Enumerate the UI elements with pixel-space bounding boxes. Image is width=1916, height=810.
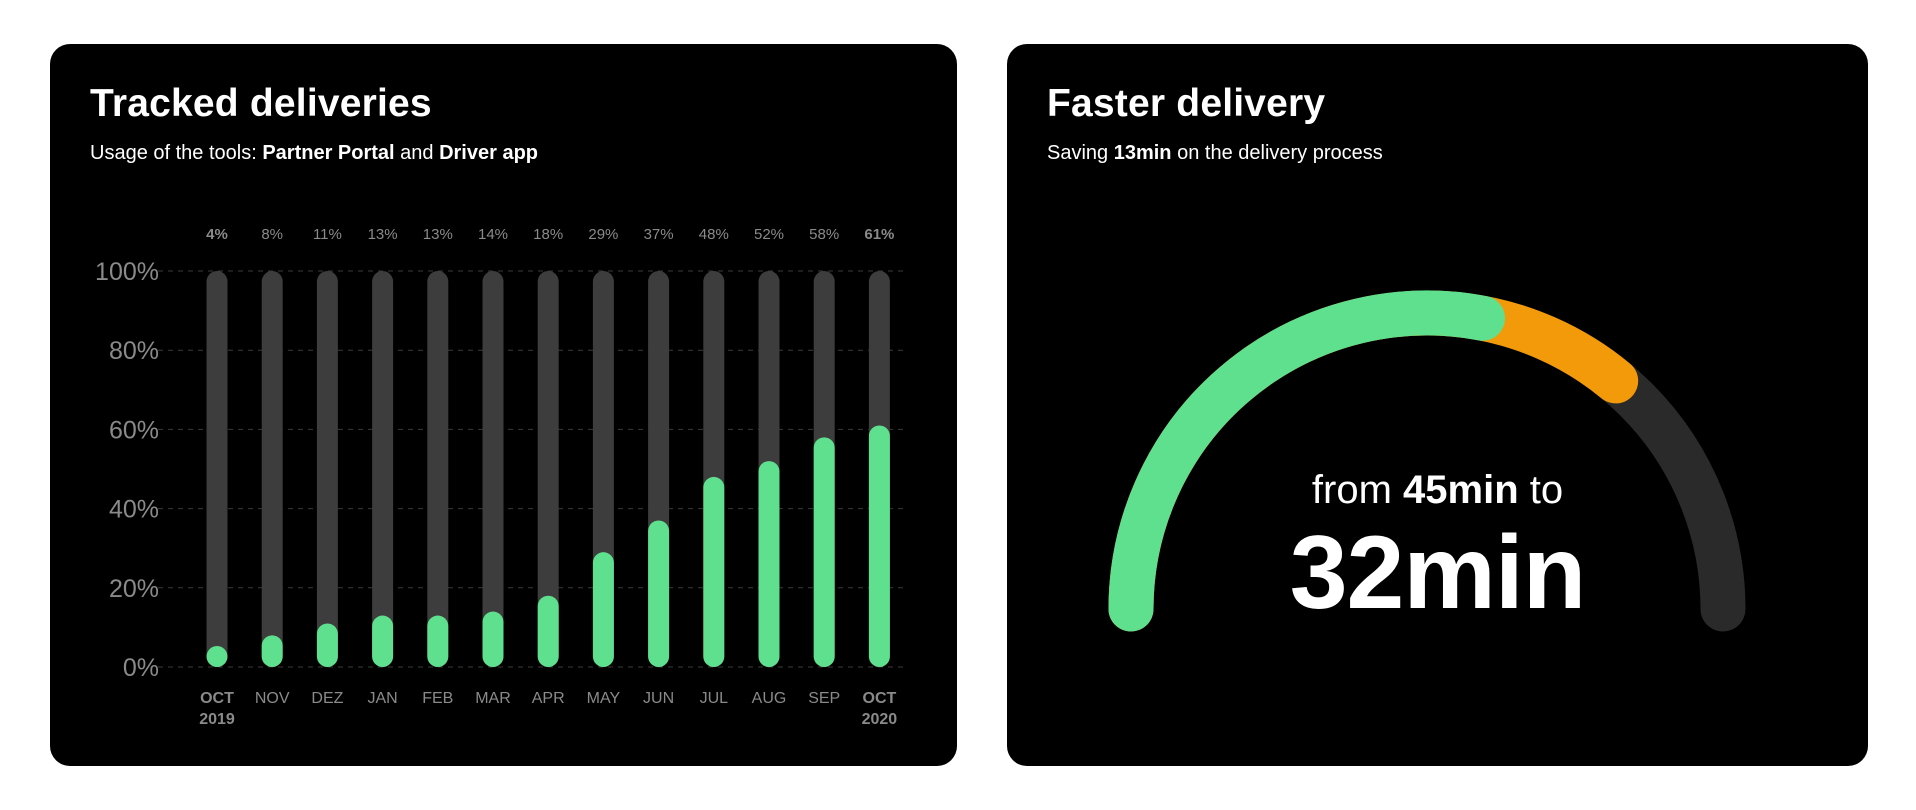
x-tick-label: AUG — [752, 690, 787, 707]
card-title: Faster delivery — [1047, 82, 1326, 125]
card-subtitle: Usage of the tools: Partner Portal and D… — [90, 142, 538, 165]
x-tick-label: DEZ — [311, 690, 343, 707]
card-title: Tracked deliveries — [90, 82, 432, 125]
bar — [427, 615, 449, 667]
tracked-deliveries-card: Tracked deliveries Usage of the tools: P… — [50, 44, 957, 766]
tracked-deliveries-bar-chart: 0% 20% 40% 60% 80% 100% 4% OCT 2019 8% NOV 11% DEZ 13… — [95, 226, 908, 728]
bar-track — [206, 271, 228, 667]
bar-track — [316, 271, 338, 667]
subtitle-suffix: on the delivery process — [1171, 142, 1383, 164]
data-label: 29% — [588, 226, 618, 243]
data-label: 13% — [423, 226, 453, 243]
x-tick-label: OCT — [863, 690, 897, 707]
bar — [372, 615, 394, 667]
bar — [316, 623, 338, 667]
bar-track — [261, 271, 283, 667]
card-subtitle: Saving 13min on the delivery process — [1047, 142, 1383, 165]
x-tick-label: FEB — [422, 690, 453, 707]
bar — [482, 611, 504, 667]
x-tick-label: NOV — [255, 690, 290, 707]
data-label: 11% — [313, 226, 342, 243]
bar-track — [537, 271, 559, 667]
y-tick-label: 60% — [109, 416, 159, 444]
x-tick-label: MAR — [475, 690, 511, 707]
bar — [648, 520, 670, 667]
y-tick-label: 0% — [123, 654, 159, 682]
x-tick-label: MAY — [587, 690, 621, 707]
y-tick-label: 40% — [109, 496, 159, 524]
x-tick-label: OCT — [200, 690, 234, 707]
data-label: 58% — [809, 226, 839, 243]
data-label: 13% — [368, 226, 398, 243]
data-label: 14% — [478, 226, 508, 243]
subtitle-tool-driver-app: Driver app — [439, 142, 539, 164]
data-label: 61% — [864, 226, 894, 243]
from-value: 45min — [1403, 468, 1519, 512]
subtitle-prefix: Usage of the tools: — [90, 142, 263, 164]
data-label: 37% — [644, 226, 674, 243]
bar-track — [372, 271, 394, 667]
x-tick-label: JAN — [367, 690, 397, 707]
bar — [206, 646, 228, 667]
bar — [703, 476, 725, 667]
x-tick-label: 2019 — [199, 711, 235, 728]
bar — [592, 552, 614, 667]
data-label: 52% — [754, 226, 784, 243]
bar — [813, 437, 835, 667]
subtitle-saving-value: 13min — [1113, 142, 1172, 164]
y-tick-label: 20% — [109, 575, 159, 603]
bar-track — [427, 271, 449, 667]
bar — [261, 635, 283, 667]
data-label: 4% — [206, 226, 228, 243]
gauge-from-text: from 45min to — [1007, 468, 1868, 513]
x-tick-label: SEP — [808, 690, 840, 707]
data-label: 18% — [533, 226, 563, 243]
data-label: 48% — [699, 226, 729, 243]
x-tick-label: APR — [532, 690, 565, 707]
bar — [537, 595, 559, 667]
x-tick-label: JUL — [700, 690, 729, 707]
from-prefix: from — [1311, 468, 1404, 512]
x-tick-label: JUN — [643, 690, 674, 707]
bar-track — [482, 271, 504, 667]
y-tick-label: 100% — [95, 258, 159, 286]
data-label: 8% — [261, 226, 283, 243]
gauge-green-segment — [1108, 290, 1505, 632]
bar — [758, 461, 780, 667]
bar — [868, 425, 890, 667]
delivery-time-gauge — [1108, 290, 1746, 632]
y-tick-label: 80% — [109, 337, 159, 365]
x-tick-label: 2020 — [862, 711, 898, 728]
gauge-big-value: 32min — [1289, 515, 1587, 631]
faster-delivery-card: Faster delivery Saving 13min on the deli… — [1007, 44, 1868, 766]
subtitle-tool-partner-portal: Partner Portal — [262, 142, 395, 164]
subtitle-prefix: Saving — [1047, 142, 1114, 164]
from-suffix: to — [1518, 468, 1564, 512]
subtitle-and: and — [394, 142, 440, 164]
